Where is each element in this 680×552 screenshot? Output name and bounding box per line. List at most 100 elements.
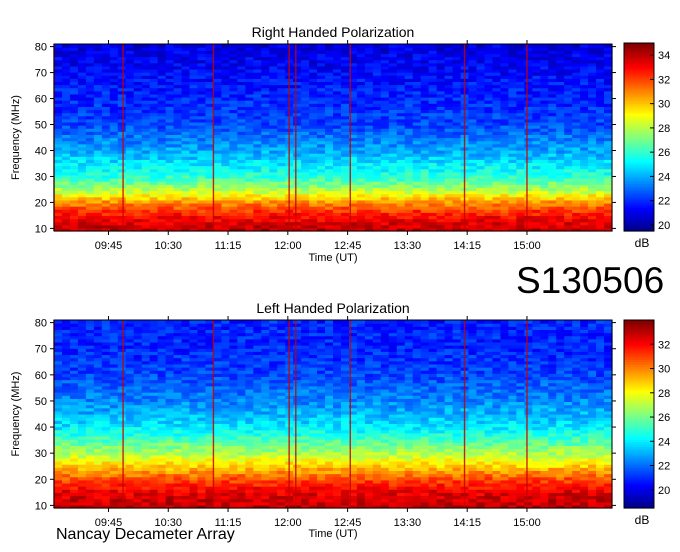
heatmap-cell bbox=[309, 50, 318, 54]
heatmap-cell bbox=[189, 84, 199, 89]
heatmap-cell bbox=[317, 84, 326, 89]
heatmap-cell bbox=[340, 153, 350, 157]
heatmap-cell bbox=[508, 90, 517, 95]
heatmap-cell bbox=[189, 137, 199, 142]
heatmap-cell bbox=[309, 202, 318, 207]
heatmap-cell bbox=[436, 62, 446, 67]
heatmap-cell bbox=[532, 181, 541, 185]
heatmap-cell bbox=[221, 196, 230, 201]
heatmap-cell bbox=[564, 59, 573, 64]
heatmap-cell bbox=[237, 59, 246, 64]
heatmap-cell bbox=[564, 221, 573, 226]
heatmap-cell bbox=[380, 75, 390, 79]
heatmap-cell bbox=[380, 171, 390, 176]
heatmap-cell bbox=[213, 62, 222, 67]
heatmap-cell bbox=[181, 112, 191, 117]
heatmap-cell bbox=[372, 109, 382, 114]
heatmap-cell bbox=[556, 143, 565, 148]
heatmap-cell bbox=[500, 59, 509, 64]
heatmap-cell bbox=[277, 153, 286, 157]
heatmap-cell bbox=[261, 68, 270, 73]
heatmap-cell bbox=[484, 84, 494, 89]
heatmap-cell bbox=[412, 81, 422, 86]
heatmap-cell bbox=[572, 44, 581, 48]
heatmap-cell bbox=[189, 146, 199, 151]
heatmap-cell bbox=[221, 174, 230, 179]
heatmap-cell bbox=[404, 62, 414, 67]
heatmap-cell bbox=[364, 486, 374, 490]
heatmap-cell bbox=[189, 227, 199, 232]
heatmap-cell bbox=[189, 504, 199, 509]
heatmap-cell bbox=[261, 143, 270, 148]
colorbar-swatch bbox=[624, 191, 654, 194]
heatmap-cell bbox=[309, 153, 318, 157]
heatmap-cell bbox=[540, 68, 549, 73]
heatmap-cell bbox=[444, 106, 454, 111]
heatmap-cell bbox=[141, 125, 151, 129]
heatmap-cell bbox=[293, 171, 302, 176]
heatmap-cell bbox=[221, 78, 230, 82]
heatmap-cell bbox=[564, 81, 573, 86]
heatmap-cell bbox=[317, 68, 326, 73]
colorbar-swatch bbox=[624, 120, 654, 124]
heatmap-cell bbox=[205, 504, 215, 509]
heatmap-cell bbox=[356, 181, 366, 185]
heatmap-cell bbox=[580, 75, 589, 79]
colorbar-swatch bbox=[624, 92, 654, 96]
heatmap-cell bbox=[61, 504, 71, 509]
heatmap-cell bbox=[444, 504, 454, 509]
heatmap-cell bbox=[524, 87, 533, 92]
heatmap-cell bbox=[157, 174, 167, 179]
heatmap-cell bbox=[61, 84, 71, 89]
heatmap-cell bbox=[540, 112, 549, 117]
heatmap-cell bbox=[556, 118, 565, 123]
heatmap-cell bbox=[229, 168, 238, 173]
heatmap-cell bbox=[380, 106, 390, 111]
heatmap-cell bbox=[348, 68, 358, 73]
heatmap-cell bbox=[93, 78, 103, 82]
heatmap-cell bbox=[293, 215, 302, 220]
heatmap-cell bbox=[484, 482, 494, 487]
heatmap-cell bbox=[516, 202, 525, 207]
heatmap-cell bbox=[452, 149, 462, 154]
heatmap-cell bbox=[293, 495, 302, 500]
heatmap-cell bbox=[165, 44, 175, 48]
heatmap-cell bbox=[85, 218, 95, 223]
heatmap-cell bbox=[468, 96, 478, 101]
heatmap-cell bbox=[532, 140, 541, 145]
heatmap-cell bbox=[476, 202, 486, 207]
heatmap-cell bbox=[380, 53, 390, 58]
heatmap-cell bbox=[340, 209, 350, 213]
heatmap-cell bbox=[420, 59, 430, 64]
heatmap-cell bbox=[452, 171, 462, 176]
heatmap-cell bbox=[348, 112, 358, 117]
heatmap-cell bbox=[404, 56, 414, 61]
heatmap-cell bbox=[516, 62, 525, 67]
heatmap-cell bbox=[197, 498, 207, 503]
heatmap-cell bbox=[69, 72, 79, 76]
heatmap-cell bbox=[508, 96, 517, 101]
heatmap-cell bbox=[253, 486, 262, 490]
heatmap-cell bbox=[596, 96, 605, 101]
heatmap-cell bbox=[109, 53, 119, 58]
heatmap-cell bbox=[333, 489, 342, 493]
heatmap-cell bbox=[540, 218, 549, 223]
heatmap-cell bbox=[325, 479, 334, 484]
heatmap-cell bbox=[436, 53, 446, 58]
heatmap-cell bbox=[588, 81, 597, 86]
heatmap-cell bbox=[364, 81, 374, 86]
heatmap-cell bbox=[404, 84, 414, 89]
heatmap-cell bbox=[484, 486, 494, 490]
heatmap-cell bbox=[388, 168, 398, 173]
heatmap-cell bbox=[261, 90, 270, 95]
heatmap-cell bbox=[348, 121, 358, 126]
heatmap-cell bbox=[237, 134, 246, 139]
heatmap-cell bbox=[388, 209, 398, 213]
heatmap-cell bbox=[77, 140, 87, 145]
heatmap-cell bbox=[524, 65, 533, 70]
heatmap-cell bbox=[205, 47, 215, 51]
heatmap-cell bbox=[101, 153, 111, 157]
heatmap-cell bbox=[380, 140, 390, 145]
heatmap-cell bbox=[333, 90, 342, 95]
heatmap-cell bbox=[604, 121, 613, 126]
